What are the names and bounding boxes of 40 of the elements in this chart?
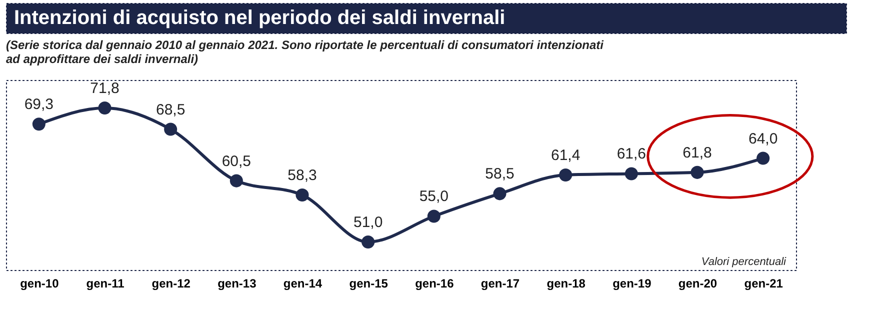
text: Valori percentuali: [701, 256, 787, 268]
point: [164, 122, 178, 136]
point: [32, 118, 46, 131]
point: [493, 187, 506, 200]
point: [362, 235, 375, 249]
x-tick-label: gen-21: [744, 276, 784, 290]
x-tick-label: gen-15: [349, 276, 388, 290]
text: (Serie storica dal gennaio 2010 al gennaio 2021. Sono riportate le percentuali di consumatori intenzionati: [6, 38, 604, 52]
data-label: 55,0: [419, 188, 449, 206]
point: [690, 166, 704, 179]
x-tick-label: gen-16: [415, 276, 454, 290]
point: [756, 152, 770, 165]
x-tick-label: gen-17: [480, 276, 520, 290]
point: [230, 174, 243, 188]
x-tick-label: gen-13: [218, 276, 257, 290]
x-tick-label: gen-20: [678, 276, 718, 290]
point: [559, 168, 572, 182]
data-label: 60,5: [222, 152, 252, 170]
x-tick-label: gen-18: [546, 276, 586, 290]
data-label: 68,5: [156, 101, 186, 118]
data-label: 71,8: [90, 80, 120, 97]
data-label: 61,4: [550, 147, 580, 164]
x-tick-label: gen-14: [283, 276, 322, 290]
point: [98, 101, 112, 115]
data-label: 69,3: [24, 96, 54, 114]
point: [427, 210, 440, 223]
data-label: 61,6: [616, 146, 646, 163]
data-label: 64,0: [748, 130, 778, 148]
x-tick-label: gen-19: [612, 276, 652, 290]
x-tick-label: gen-11: [86, 276, 125, 290]
data-label: 61,8: [682, 144, 712, 162]
x-tick-label: gen-10: [20, 276, 60, 290]
point: [296, 188, 309, 202]
data-label: 58,5: [485, 166, 514, 183]
point: [624, 167, 638, 180]
data-label: 58,3: [288, 166, 317, 184]
chart-title: Intenzioni di acquisto nel periodo dei saldi invernali: [14, 7, 506, 29]
x-tick-label: gen-12: [152, 276, 191, 290]
text: ad approfittare dei saldi invernali): [6, 52, 198, 66]
data-label: 51,0: [353, 214, 383, 231]
